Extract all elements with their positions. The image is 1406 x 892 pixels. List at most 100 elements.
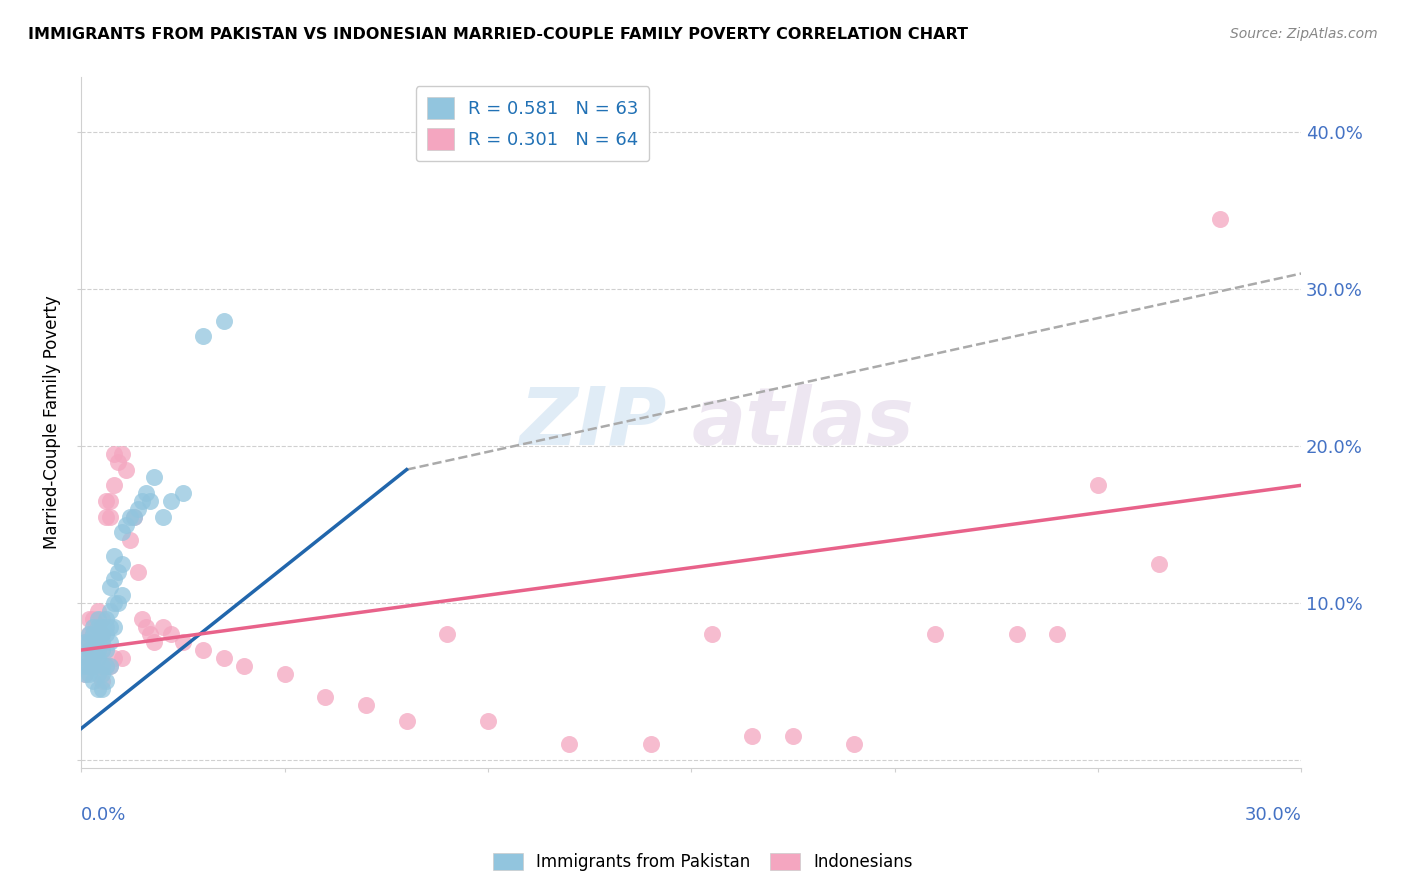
Point <box>111 447 134 461</box>
Point <box>127 565 149 579</box>
Point <box>94 612 117 626</box>
Point <box>842 737 865 751</box>
Point <box>86 619 108 633</box>
Point <box>79 627 101 641</box>
Point <box>111 525 134 540</box>
Point <box>98 658 121 673</box>
Point <box>135 486 157 500</box>
Point <box>273 666 295 681</box>
Point <box>86 643 108 657</box>
Point <box>79 658 101 673</box>
Point <box>232 658 254 673</box>
Point <box>79 658 101 673</box>
Point <box>143 470 166 484</box>
Point <box>82 612 104 626</box>
Point <box>558 737 581 751</box>
Point <box>82 643 104 657</box>
Point <box>115 462 138 476</box>
Point <box>98 619 121 633</box>
Point <box>90 627 112 641</box>
Point <box>79 627 101 641</box>
Point <box>82 658 104 673</box>
Point <box>82 619 104 633</box>
Point <box>1209 211 1232 226</box>
Point <box>159 627 181 641</box>
Point <box>90 666 112 681</box>
Point <box>118 533 141 548</box>
Legend: R = 0.581   N = 63, R = 0.301   N = 64: R = 0.581 N = 63, R = 0.301 N = 64 <box>416 87 650 161</box>
Point <box>436 627 458 641</box>
Point <box>79 643 101 657</box>
Text: 0.0%: 0.0% <box>82 805 127 823</box>
Point <box>143 635 166 649</box>
Point <box>1147 557 1170 571</box>
Point <box>82 627 104 641</box>
Text: 30.0%: 30.0% <box>1244 805 1301 823</box>
Point <box>94 674 117 689</box>
Point <box>90 619 112 633</box>
Point <box>924 627 946 641</box>
Point <box>1087 478 1109 492</box>
Point <box>152 509 174 524</box>
Point <box>86 682 108 697</box>
Text: ZIP: ZIP <box>519 384 666 461</box>
Point <box>90 635 112 649</box>
Point <box>86 651 108 665</box>
Point <box>98 604 121 618</box>
Point <box>98 494 121 508</box>
Text: Source: ZipAtlas.com: Source: ZipAtlas.com <box>1230 27 1378 41</box>
Point <box>782 729 804 743</box>
Point <box>314 690 336 705</box>
Point <box>477 714 499 728</box>
Point <box>98 658 121 673</box>
Point <box>90 627 112 641</box>
Y-axis label: Married-Couple Family Poverty: Married-Couple Family Poverty <box>44 295 60 549</box>
Point <box>94 643 117 657</box>
Point <box>90 643 112 657</box>
Point <box>103 651 125 665</box>
Point <box>82 643 104 657</box>
Point <box>86 658 108 673</box>
Point <box>90 658 112 673</box>
Point <box>82 674 104 689</box>
Point <box>103 447 125 461</box>
Point <box>75 635 97 649</box>
Point <box>79 635 101 649</box>
Point <box>193 643 215 657</box>
Point <box>107 565 129 579</box>
Point <box>98 509 121 524</box>
Point <box>86 627 108 641</box>
Point <box>94 627 117 641</box>
Point <box>107 455 129 469</box>
Point <box>94 619 117 633</box>
Point <box>75 666 97 681</box>
Point <box>1046 627 1069 641</box>
Point <box>75 651 97 665</box>
Point <box>79 643 101 657</box>
Point <box>139 627 162 641</box>
Point <box>98 635 121 649</box>
Point <box>79 612 101 626</box>
Point <box>94 658 117 673</box>
Point <box>354 698 377 712</box>
Point <box>90 612 112 626</box>
Point <box>90 674 112 689</box>
Point <box>700 627 723 641</box>
Point <box>90 658 112 673</box>
Point <box>90 682 112 697</box>
Point <box>111 651 134 665</box>
Point <box>75 635 97 649</box>
Point <box>86 635 108 649</box>
Legend: Immigrants from Pakistan, Indonesians: Immigrants from Pakistan, Indonesians <box>485 845 921 880</box>
Point <box>103 619 125 633</box>
Point <box>741 729 763 743</box>
Point <box>115 517 138 532</box>
Point <box>82 627 104 641</box>
Point <box>122 509 145 524</box>
Point <box>118 509 141 524</box>
Point <box>131 612 153 626</box>
Point <box>135 619 157 633</box>
Point <box>75 651 97 665</box>
Point <box>131 494 153 508</box>
Point <box>86 643 108 657</box>
